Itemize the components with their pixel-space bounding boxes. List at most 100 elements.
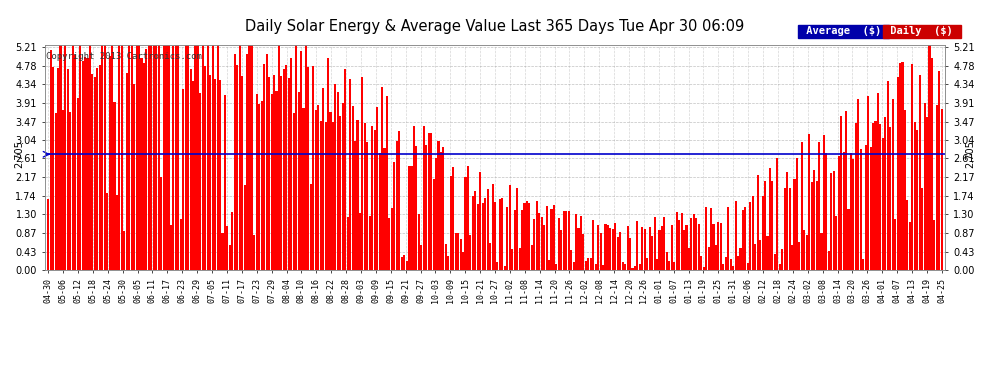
Bar <box>255 94 258 270</box>
Bar <box>877 93 879 270</box>
Bar <box>602 264 604 270</box>
Bar <box>732 266 735 270</box>
Bar <box>683 230 685 270</box>
Bar <box>327 58 329 270</box>
Bar <box>560 230 562 270</box>
Bar <box>740 248 742 270</box>
Bar <box>904 110 906 270</box>
Bar <box>94 77 96 270</box>
Bar <box>406 261 408 270</box>
Bar <box>929 41 931 270</box>
Bar <box>496 262 499 270</box>
Bar <box>54 112 56 270</box>
Bar <box>484 198 486 270</box>
Bar <box>550 209 552 270</box>
Bar <box>940 108 942 270</box>
Bar <box>842 152 844 270</box>
Bar <box>268 77 270 270</box>
Bar <box>884 117 886 270</box>
Bar <box>426 145 428 270</box>
Bar <box>237 65 239 270</box>
Bar <box>678 220 680 270</box>
Bar <box>759 240 761 270</box>
Bar <box>440 152 443 270</box>
Bar <box>244 185 246 270</box>
Bar <box>786 172 788 270</box>
Bar <box>801 142 803 270</box>
Bar <box>447 256 449 270</box>
Bar <box>199 93 202 270</box>
Bar <box>887 81 889 270</box>
Bar <box>582 234 584 270</box>
Bar <box>798 242 801 270</box>
Bar <box>526 201 528 270</box>
Bar <box>774 254 776 270</box>
Bar <box>862 259 864 270</box>
Bar <box>811 182 813 270</box>
Bar <box>224 95 226 270</box>
Bar <box>698 224 700 270</box>
Bar <box>337 92 339 270</box>
Bar <box>413 126 415 270</box>
Bar <box>52 67 54 270</box>
Bar <box>342 103 344 270</box>
Bar <box>673 262 675 270</box>
Bar <box>263 64 265 270</box>
Bar <box>234 54 236 270</box>
Bar <box>813 170 815 270</box>
Bar <box>761 195 763 270</box>
Bar <box>217 41 219 270</box>
Bar <box>552 205 555 270</box>
Bar <box>539 213 541 270</box>
Bar <box>766 236 768 270</box>
Bar <box>818 142 820 270</box>
Bar <box>227 226 229 270</box>
Bar <box>141 58 143 270</box>
Bar <box>926 117 928 270</box>
Bar <box>315 110 317 270</box>
Bar <box>160 177 162 270</box>
Bar <box>491 184 494 270</box>
Bar <box>565 211 567 270</box>
Bar <box>124 231 126 270</box>
Bar <box>177 41 179 270</box>
Bar <box>836 216 838 270</box>
Bar <box>280 76 282 270</box>
Bar <box>545 206 547 270</box>
Bar <box>273 75 275 270</box>
Bar <box>378 153 381 270</box>
Bar <box>879 124 881 270</box>
Bar <box>445 244 446 270</box>
Bar <box>894 219 896 270</box>
Bar <box>521 210 523 270</box>
Bar <box>680 213 683 270</box>
Bar <box>841 117 842 270</box>
Bar <box>831 172 833 270</box>
Bar <box>411 166 413 270</box>
Bar <box>428 133 430 270</box>
Bar <box>869 147 871 270</box>
Bar <box>165 41 167 270</box>
Bar <box>534 219 536 270</box>
Bar <box>403 255 405 270</box>
Bar <box>59 41 61 270</box>
Bar <box>612 230 614 270</box>
Bar <box>806 235 808 270</box>
Bar <box>71 41 74 270</box>
Bar <box>48 199 50 270</box>
Bar <box>131 45 133 270</box>
Bar <box>62 110 64 270</box>
Bar <box>609 228 612 270</box>
Bar <box>651 236 653 270</box>
Bar <box>756 175 758 270</box>
Bar <box>808 134 810 270</box>
Bar <box>595 264 597 270</box>
Bar <box>91 74 93 270</box>
Bar <box>351 106 353 270</box>
Bar <box>597 225 599 270</box>
Bar <box>64 41 66 270</box>
Bar <box>167 41 169 270</box>
Bar <box>854 123 857 270</box>
Bar <box>557 218 560 270</box>
Bar <box>710 207 712 270</box>
